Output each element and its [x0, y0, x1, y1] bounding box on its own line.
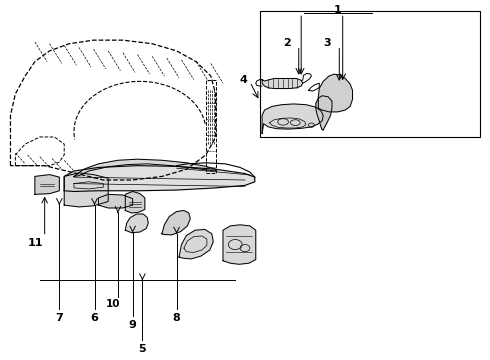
Polygon shape — [98, 194, 133, 208]
Text: 9: 9 — [129, 320, 137, 330]
Polygon shape — [318, 74, 352, 112]
Polygon shape — [262, 104, 323, 134]
Polygon shape — [125, 214, 148, 233]
Text: 3: 3 — [323, 38, 331, 48]
Text: 4: 4 — [240, 75, 247, 85]
Text: 11: 11 — [28, 238, 44, 248]
Text: 5: 5 — [139, 343, 146, 354]
Polygon shape — [64, 166, 255, 192]
Text: 8: 8 — [172, 313, 180, 323]
Text: 7: 7 — [55, 313, 63, 323]
Polygon shape — [74, 159, 216, 176]
Polygon shape — [35, 175, 59, 194]
Polygon shape — [125, 192, 145, 213]
Polygon shape — [179, 229, 213, 259]
Text: 2: 2 — [283, 38, 291, 48]
Polygon shape — [64, 173, 108, 207]
Text: 10: 10 — [106, 299, 121, 309]
Polygon shape — [316, 96, 332, 130]
Bar — [260, 12, 480, 137]
Polygon shape — [262, 78, 303, 89]
Text: 1: 1 — [334, 5, 342, 15]
Text: 6: 6 — [91, 313, 98, 323]
Polygon shape — [223, 225, 256, 264]
Polygon shape — [162, 211, 190, 235]
